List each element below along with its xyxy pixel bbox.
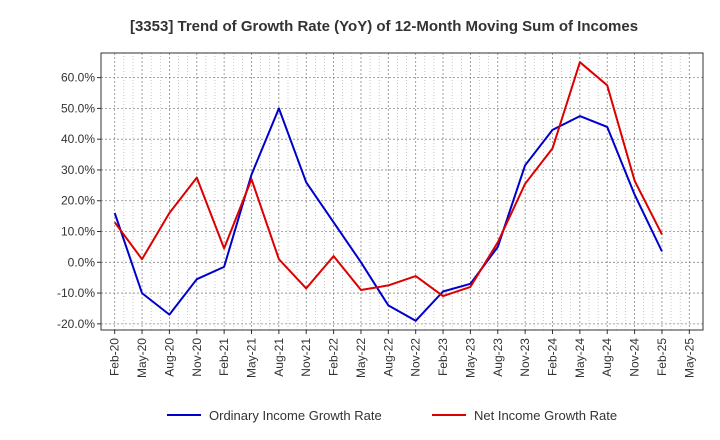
series-line-0 xyxy=(113,107,663,322)
plot-area: -20.0% -10.0% 0.0% 10.0% 20.0% 30.0% 40.0% 50.0… xyxy=(57,52,704,378)
x-tick-label: Feb-21 xyxy=(217,338,231,376)
x-tick-label: May-25 xyxy=(682,338,696,378)
x-tick-label: Feb-22 xyxy=(327,338,341,376)
x-tick-label: Feb-25 xyxy=(655,338,669,376)
x-tick-label: Aug-24 xyxy=(600,338,614,377)
x-tick-label: Nov-20 xyxy=(190,338,204,377)
x-tick-label: Aug-23 xyxy=(491,338,505,377)
x-tick-label: Aug-22 xyxy=(381,338,395,377)
legend-label: Ordinary Income Growth Rate xyxy=(209,408,382,423)
x-tick-label: Nov-23 xyxy=(518,338,532,377)
x-tick-label: Nov-24 xyxy=(628,338,642,377)
x-tick-label: May-22 xyxy=(354,338,368,378)
x-tick-label: May-23 xyxy=(463,338,477,378)
y-tick-label: 40.0% xyxy=(61,132,95,146)
x-tick-label: Nov-22 xyxy=(409,338,423,377)
y-tick-label: 30.0% xyxy=(61,163,95,177)
y-tick-label: 60.0% xyxy=(61,71,95,85)
x-tick-label: May-24 xyxy=(573,338,587,378)
x-tick-label: May-21 xyxy=(245,338,259,378)
plot-frame xyxy=(100,52,704,331)
plot-background xyxy=(101,53,703,330)
x-tick-label: Feb-23 xyxy=(436,338,450,376)
x-tick-label: Feb-24 xyxy=(546,338,560,376)
y-tick-label: -20.0% xyxy=(57,317,95,331)
y-tick-label: -10.0% xyxy=(57,286,95,300)
series-line-1 xyxy=(113,61,663,298)
legend-label: Net Income Growth Rate xyxy=(474,408,617,423)
legend: Ordinary Income Growth Rate Net Income Gr… xyxy=(167,408,617,423)
y-tick-label: 0.0% xyxy=(68,255,96,269)
x-tick-label: Aug-20 xyxy=(162,338,176,377)
y-tick-label: 50.0% xyxy=(61,101,95,115)
y-tick-label: 10.0% xyxy=(61,225,95,239)
x-tick-label: May-20 xyxy=(135,338,149,378)
x-tick-label: Nov-21 xyxy=(299,338,313,377)
chart-title: [3353] Trend of Growth Rate (YoY) of 12-… xyxy=(130,18,638,35)
y-tick-label: 20.0% xyxy=(61,194,95,208)
x-tick-label: Feb-20 xyxy=(108,338,122,376)
x-tick-label: Aug-21 xyxy=(272,338,286,377)
